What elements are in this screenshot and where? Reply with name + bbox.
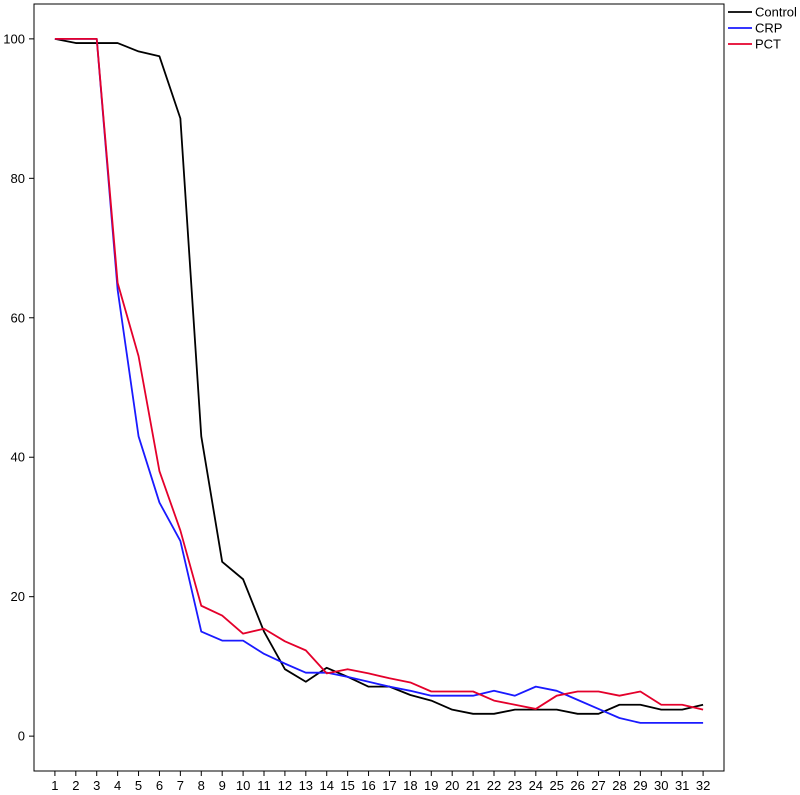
y-tick-label: 20 (11, 589, 25, 604)
x-tick-label: 17 (382, 778, 396, 793)
x-tick-label: 30 (654, 778, 668, 793)
y-tick-label: 80 (11, 171, 25, 186)
x-tick-label: 28 (612, 778, 626, 793)
x-tick-label: 9 (219, 778, 226, 793)
x-tick-label: 18 (403, 778, 417, 793)
plot-frame (33, 3, 725, 772)
x-tick-label: 31 (675, 778, 689, 793)
x-tick-label: 20 (445, 778, 459, 793)
x-tick-label: 11 (257, 778, 271, 793)
x-tick-label: 7 (177, 778, 184, 793)
x-tick-label: 2 (72, 778, 79, 793)
x-tick-label: 32 (696, 778, 710, 793)
x-tick-label: 19 (424, 778, 438, 793)
series-line-crp (54, 37, 704, 724)
x-tick-label: 21 (466, 778, 480, 793)
legend-label-control: Control (755, 5, 797, 20)
x-tick-label: 24 (529, 778, 543, 793)
x-tick-label: 22 (487, 778, 501, 793)
x-tick-label: 29 (633, 778, 647, 793)
y-tick-label: 60 (11, 310, 25, 325)
series-lines (54, 37, 704, 724)
y-tick-label: 40 (11, 450, 25, 465)
series-line-control (54, 37, 704, 715)
x-tick-label: 10 (236, 778, 250, 793)
x-tick-label: 23 (508, 778, 522, 793)
x-tick-label: 27 (591, 778, 605, 793)
x-tick-label: 12 (278, 778, 292, 793)
y-tick-label: 0 (18, 729, 25, 744)
y-tick-label: 100 (3, 31, 25, 46)
x-tick-label: 5 (135, 778, 142, 793)
x-tick-label: 26 (570, 778, 584, 793)
x-tick-label: 16 (361, 778, 375, 793)
x-tick-label: 6 (156, 778, 163, 793)
x-tick-label: 14 (319, 778, 333, 793)
x-tick-label: 3 (93, 778, 100, 793)
legend-label-crp: CRP (755, 21, 782, 36)
x-tick-label: 13 (299, 778, 313, 793)
x-tick-label: 4 (114, 778, 121, 793)
x-tick-label: 8 (198, 778, 205, 793)
x-tick-label: 25 (549, 778, 563, 793)
x-tick-label: 1 (51, 778, 58, 793)
legend-label-pct: PCT (755, 37, 781, 52)
x-tick-label: 15 (340, 778, 354, 793)
series-line-pct (54, 37, 704, 711)
